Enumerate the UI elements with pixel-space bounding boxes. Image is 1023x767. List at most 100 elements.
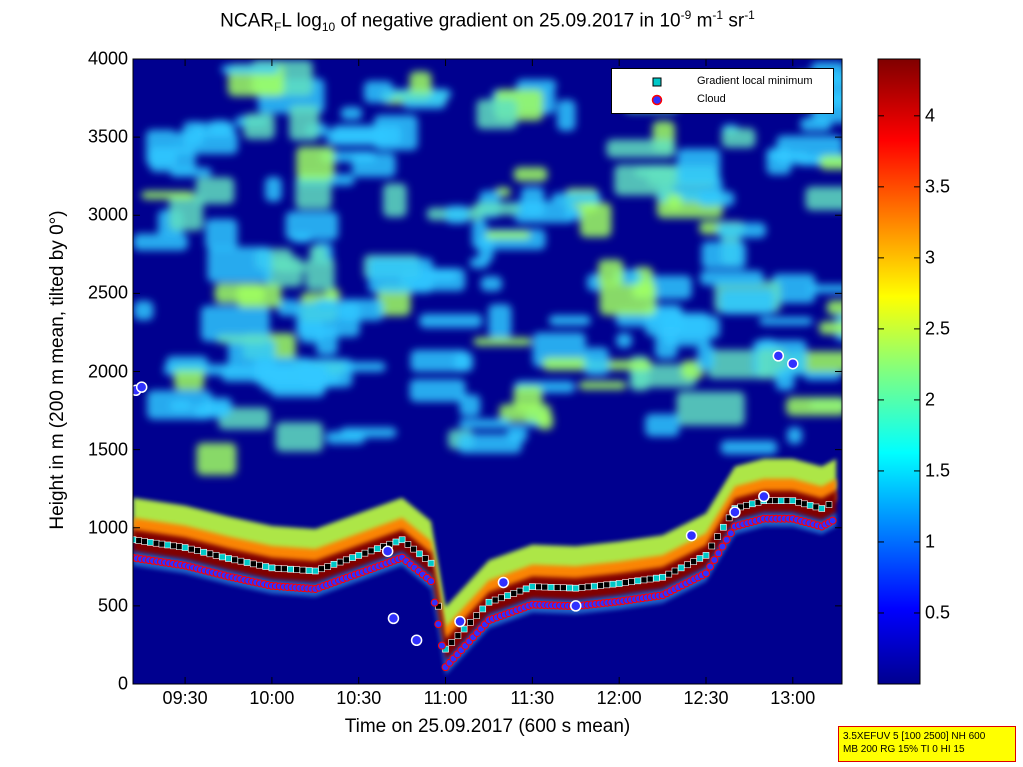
texture-patch [169, 400, 192, 412]
gradient-min-marker [584, 583, 592, 591]
x-tick-label: 11:30 [510, 688, 555, 708]
texture-patch [507, 424, 528, 443]
texture-patch [616, 333, 632, 348]
texture-patch [614, 164, 674, 196]
gradient-min-marker [609, 580, 617, 588]
cloud-line-markers [133, 514, 837, 672]
gradient-min-marker [653, 574, 660, 582]
gradient-min-marker [473, 612, 480, 619]
info-line-1: 3.5XEFUV 5 [100 2500] NH 600 [843, 731, 986, 742]
texture-patch [237, 284, 282, 308]
gradient-min-marker [783, 497, 791, 504]
gradient-min-marker [361, 549, 369, 557]
gradient-min-marker [615, 580, 623, 587]
texture-patch [542, 357, 593, 371]
y-tick-labels: 0 500 1000 1500 2000 2500 3000 3500 4000 [60, 0, 128, 767]
gradient-min-marker [367, 547, 375, 555]
gradient-min-marker [646, 575, 654, 583]
texture-patch [803, 370, 842, 381]
x-tick-label: 12:00 [596, 688, 642, 708]
gradient-min-marker [702, 552, 710, 559]
gradient-min-marker [812, 503, 820, 511]
texture-patch [316, 326, 338, 356]
gradient-min-marker [708, 542, 716, 550]
cloud-marker [427, 577, 436, 586]
gradient-min-marker [789, 497, 797, 504]
texture-patch [787, 427, 803, 444]
colorbar-ticks [878, 115, 920, 614]
gradient-min-marker [553, 584, 561, 591]
texture-patch [513, 385, 543, 411]
gradient-min-marker [772, 497, 779, 504]
y-tick-label: 2500 [87, 282, 128, 303]
texture-patch [352, 153, 396, 177]
cloud-marker [701, 569, 710, 578]
gradient-min-marker [281, 565, 288, 573]
texture-patch [645, 413, 680, 437]
gradient-min-marker [293, 566, 301, 573]
gradient-min-marker [806, 502, 814, 509]
gradient-min-marker [218, 553, 226, 561]
legend-label: Gradient local minimum [697, 75, 813, 87]
cloud-marker [714, 549, 723, 558]
texture-patch [580, 202, 612, 238]
gradient-min-marker [566, 584, 573, 592]
texture-patch [445, 205, 469, 224]
texture-patch [578, 380, 627, 390]
gradient-min-marker [212, 552, 220, 559]
gradient-min-marker [152, 539, 160, 547]
gradient-min-marker [467, 619, 474, 626]
cloud-point [570, 600, 582, 612]
colorbar-tick-label: 1 [925, 531, 936, 552]
info-box: 3.5XEFUV 5 [100 2500] NH 600 MB 200 RG 1… [838, 726, 1016, 762]
texture-patch [598, 259, 624, 286]
texture-patch [338, 299, 384, 321]
texture-patch [720, 289, 775, 315]
gradient-min-marker [541, 583, 549, 591]
square-marker-icon [652, 77, 662, 87]
gradient-min-marker [825, 501, 833, 508]
gradient-min-marker [164, 541, 172, 549]
colorbar-tick-labels: 0.5 1 1.5 2 2.5 3 3.5 4 [925, 0, 985, 767]
gradient-min-marker [299, 566, 307, 574]
gradient-min-marker [640, 576, 648, 584]
texture-patch [340, 106, 363, 120]
colorbar-tick-label: 3 [925, 247, 936, 268]
texture-patch [216, 334, 269, 344]
y-tick-label: 1000 [87, 517, 128, 538]
colorbar [877, 58, 921, 685]
gradient-min-marker [187, 545, 195, 553]
gradient-min-marker [336, 558, 344, 566]
x-tick-labels: 09:30 10:00 10:30 11:00 11:30 12:00 12:30 13:00 [0, 688, 1023, 712]
texture-patch [766, 151, 808, 160]
texture-patch [295, 175, 332, 210]
texture-patch [676, 391, 745, 426]
gradient-min-marker [274, 565, 282, 572]
gradient-min-marker [622, 579, 629, 586]
texture-patch [513, 167, 548, 182]
legend: Gradient local minimum Cloud [611, 68, 834, 114]
texture-patch [485, 230, 531, 240]
texture-patch [459, 394, 481, 417]
texture-patch [826, 300, 842, 315]
gradient-min-marker [665, 570, 673, 578]
texture-patch [516, 79, 557, 92]
chart-title: NCARFL log10 of negative gradient on 25.… [220, 8, 755, 35]
gradient-min-marker [324, 563, 332, 570]
texture-patch [243, 113, 275, 140]
gradient-min-marker [690, 558, 697, 565]
cloud-point [758, 490, 770, 503]
texture-patch [133, 300, 154, 321]
texture-patch [800, 117, 832, 132]
gradient-min-marker [355, 552, 363, 559]
y-tick-label: 0 [117, 673, 128, 694]
texture-patch [314, 299, 338, 308]
gradient-min-marker [684, 561, 691, 569]
y-tick-label: 3000 [87, 204, 128, 225]
texture-patch [296, 146, 335, 180]
texture-patch [428, 268, 458, 282]
texture-patch [133, 233, 188, 251]
texture-patch [275, 422, 324, 452]
texture-patch [305, 257, 335, 291]
